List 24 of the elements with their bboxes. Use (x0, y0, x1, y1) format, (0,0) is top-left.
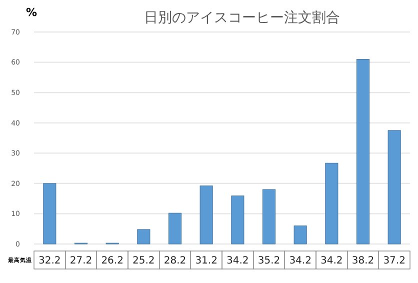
x-tick-label: 35.2 (258, 256, 280, 266)
x-tick-label: 34.2 (289, 256, 312, 266)
x-tick-label: 27.2 (70, 256, 92, 266)
x-tick-label: 34.2 (226, 256, 249, 266)
x-tick-label: 34.2 (320, 256, 343, 266)
bar (388, 130, 401, 244)
x-tick-label: 25.2 (132, 256, 155, 266)
bar (168, 212, 182, 244)
x-tick-label: 28.2 (164, 256, 186, 266)
bar (137, 229, 150, 244)
x-tick-label: 31.2 (195, 256, 218, 266)
x-tick-label: 32.2 (38, 256, 61, 266)
x-tick-label: 37.2 (383, 256, 406, 266)
bar (325, 162, 338, 244)
bar (262, 189, 276, 244)
bar (200, 186, 213, 244)
bar (294, 226, 307, 244)
x-tick-label: 38.2 (352, 256, 374, 266)
y-axis-title: % (26, 6, 38, 19)
bar (231, 196, 244, 244)
x-tick-label: 26.2 (101, 256, 124, 266)
chart-title: 日別のアイスコーヒー注文割合 (144, 10, 340, 26)
bar (356, 59, 370, 244)
bar (43, 183, 56, 244)
